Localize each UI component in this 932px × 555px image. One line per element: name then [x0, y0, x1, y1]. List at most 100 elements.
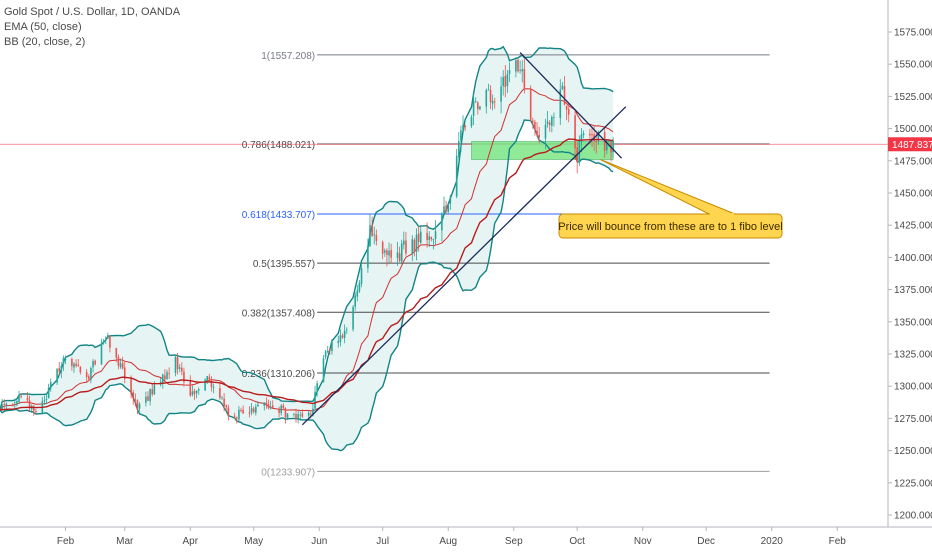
candle [479, 105, 481, 111]
legend-symbol[interactable]: Gold Spot / U.S. Dollar, 1D, OANDA [4, 6, 181, 18]
candle [35, 408, 37, 414]
candle-body [426, 232, 428, 241]
candle [582, 130, 585, 139]
candle [345, 327, 348, 334]
candle-body [460, 130, 462, 141]
candle-body [343, 330, 346, 338]
candle [411, 235, 414, 262]
candle [386, 248, 388, 267]
candle [546, 111, 549, 128]
candle-body [529, 89, 532, 120]
candle-body [428, 236, 430, 241]
y-tick-label: 1225.000 [894, 478, 932, 489]
candle-body [225, 405, 228, 408]
candle [606, 139, 608, 155]
candle-body [367, 245, 369, 268]
candle [356, 285, 359, 302]
candle-body [589, 133, 591, 136]
candle-body [233, 415, 236, 417]
candle-body [386, 250, 388, 255]
candle-body [582, 133, 585, 136]
candle-body [62, 358, 65, 365]
candle [123, 361, 126, 384]
candle [1, 399, 3, 411]
candle [352, 305, 354, 332]
candle-body [33, 406, 35, 411]
candle-body [417, 233, 420, 242]
candle-body [331, 342, 333, 352]
candle [502, 70, 504, 96]
candle-body [252, 408, 255, 412]
legend-bb[interactable]: BB (20, close, 2) [4, 36, 86, 48]
candle [100, 338, 103, 366]
candle [462, 115, 464, 131]
candle [77, 359, 80, 367]
candle-body [455, 155, 458, 197]
annotation-pointer [600, 159, 736, 215]
candle [506, 70, 509, 93]
y-tick-label: 1350.000 [894, 317, 932, 328]
candle-body [227, 407, 230, 416]
candle-body [47, 387, 50, 399]
candle [428, 231, 430, 248]
candle [115, 347, 118, 363]
fib-label-0.786: 0.786(1488.021) [242, 140, 315, 151]
candle-body [324, 351, 327, 358]
candle-body [479, 106, 481, 110]
candle [5, 402, 8, 410]
candle-body [168, 373, 170, 374]
candle [104, 336, 107, 344]
legend-ema[interactable]: EMA (50, close) [4, 21, 82, 33]
candle [415, 228, 418, 261]
candle-body [517, 59, 519, 72]
candle-body [151, 389, 154, 395]
candle-body [477, 102, 479, 110]
candle [178, 364, 181, 373]
candle-body [405, 240, 407, 254]
candle-body [183, 371, 185, 382]
candle-body [149, 389, 151, 402]
candle [3, 399, 6, 411]
y-tick-label: 1575.000 [894, 28, 932, 39]
annotation-box [558, 213, 783, 239]
candle [390, 243, 392, 264]
candle [58, 361, 60, 376]
candle-body [176, 357, 179, 370]
candle-body [356, 290, 359, 297]
chart-legend: Gold Spot / U.S. Dollar, 1D, OANDA EMA (… [4, 5, 180, 50]
candle [371, 216, 373, 237]
bollinger-basis-line [0, 88, 614, 412]
candle [210, 376, 213, 392]
candle [441, 212, 443, 242]
candle [11, 403, 14, 407]
candle-body [204, 379, 206, 391]
candle [324, 349, 327, 360]
candle [458, 132, 460, 162]
candle-body [35, 411, 37, 413]
candle-body [79, 366, 82, 373]
candle-body [102, 341, 105, 344]
candle [221, 395, 223, 400]
fib-label-1: 1(1557.208) [261, 51, 315, 62]
candle-body [449, 196, 452, 204]
candle [79, 366, 82, 375]
candle-body [278, 408, 280, 413]
candle [493, 97, 496, 109]
price-axis-bg [888, 0, 932, 550]
candle-body [191, 391, 194, 395]
candle-body [326, 350, 329, 353]
candle-body [197, 389, 200, 391]
candle-body [299, 414, 302, 416]
candle [20, 393, 22, 399]
candle-body [240, 410, 242, 411]
candle [145, 391, 147, 407]
candle [282, 403, 285, 410]
candle [134, 393, 137, 407]
candle [164, 369, 166, 383]
candle [183, 367, 185, 387]
candle-body [257, 404, 259, 407]
candle-body [580, 134, 583, 143]
candle-body [56, 369, 58, 383]
